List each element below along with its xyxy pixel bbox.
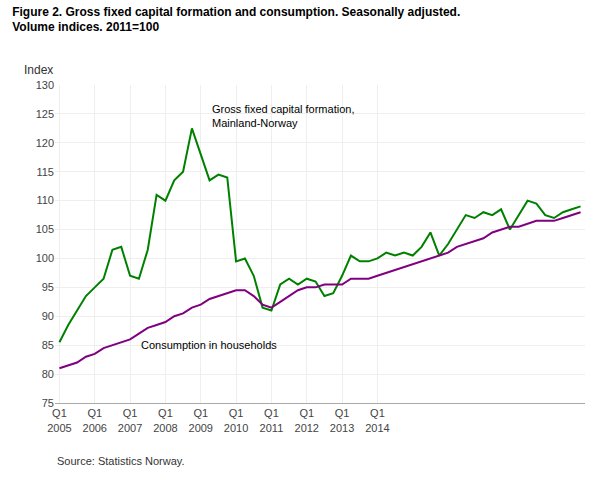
svg-text:Consumption in households: Consumption in households <box>141 339 277 351</box>
svg-text:Q12006: Q12006 <box>83 407 107 433</box>
svg-text:Q12013: Q12013 <box>330 407 354 433</box>
svg-text:75: 75 <box>42 397 54 409</box>
svg-text:95: 95 <box>42 281 54 293</box>
svg-text:Q12005: Q12005 <box>47 407 71 433</box>
svg-text:Q12010: Q12010 <box>224 407 248 433</box>
svg-text:100: 100 <box>36 252 54 264</box>
svg-text:Q12011: Q12011 <box>260 407 284 433</box>
svg-text:Gross fixed capital formation,: Gross fixed capital formation,Mainland-N… <box>212 103 354 129</box>
svg-text:Q12014: Q12014 <box>365 407 389 433</box>
svg-text:125: 125 <box>36 108 54 120</box>
svg-text:130: 130 <box>36 79 54 91</box>
svg-text:115: 115 <box>36 166 54 178</box>
svg-text:85: 85 <box>42 339 54 351</box>
svg-text:110: 110 <box>36 194 54 206</box>
svg-text:Q12008: Q12008 <box>153 407 177 433</box>
svg-text:Q12012: Q12012 <box>295 407 319 433</box>
svg-text:90: 90 <box>42 310 54 322</box>
svg-text:105: 105 <box>36 223 54 235</box>
svg-text:Q12009: Q12009 <box>189 407 213 433</box>
svg-text:Figure 2. Gross fixed capital: Figure 2. Gross fixed capital formation … <box>12 5 460 35</box>
svg-text:Index: Index <box>24 63 53 77</box>
svg-text:120: 120 <box>36 137 54 149</box>
svg-text:Q12007: Q12007 <box>118 407 142 433</box>
svg-text:Source: Statistics Norway.: Source: Statistics Norway. <box>57 455 185 467</box>
svg-text:80: 80 <box>42 368 54 380</box>
